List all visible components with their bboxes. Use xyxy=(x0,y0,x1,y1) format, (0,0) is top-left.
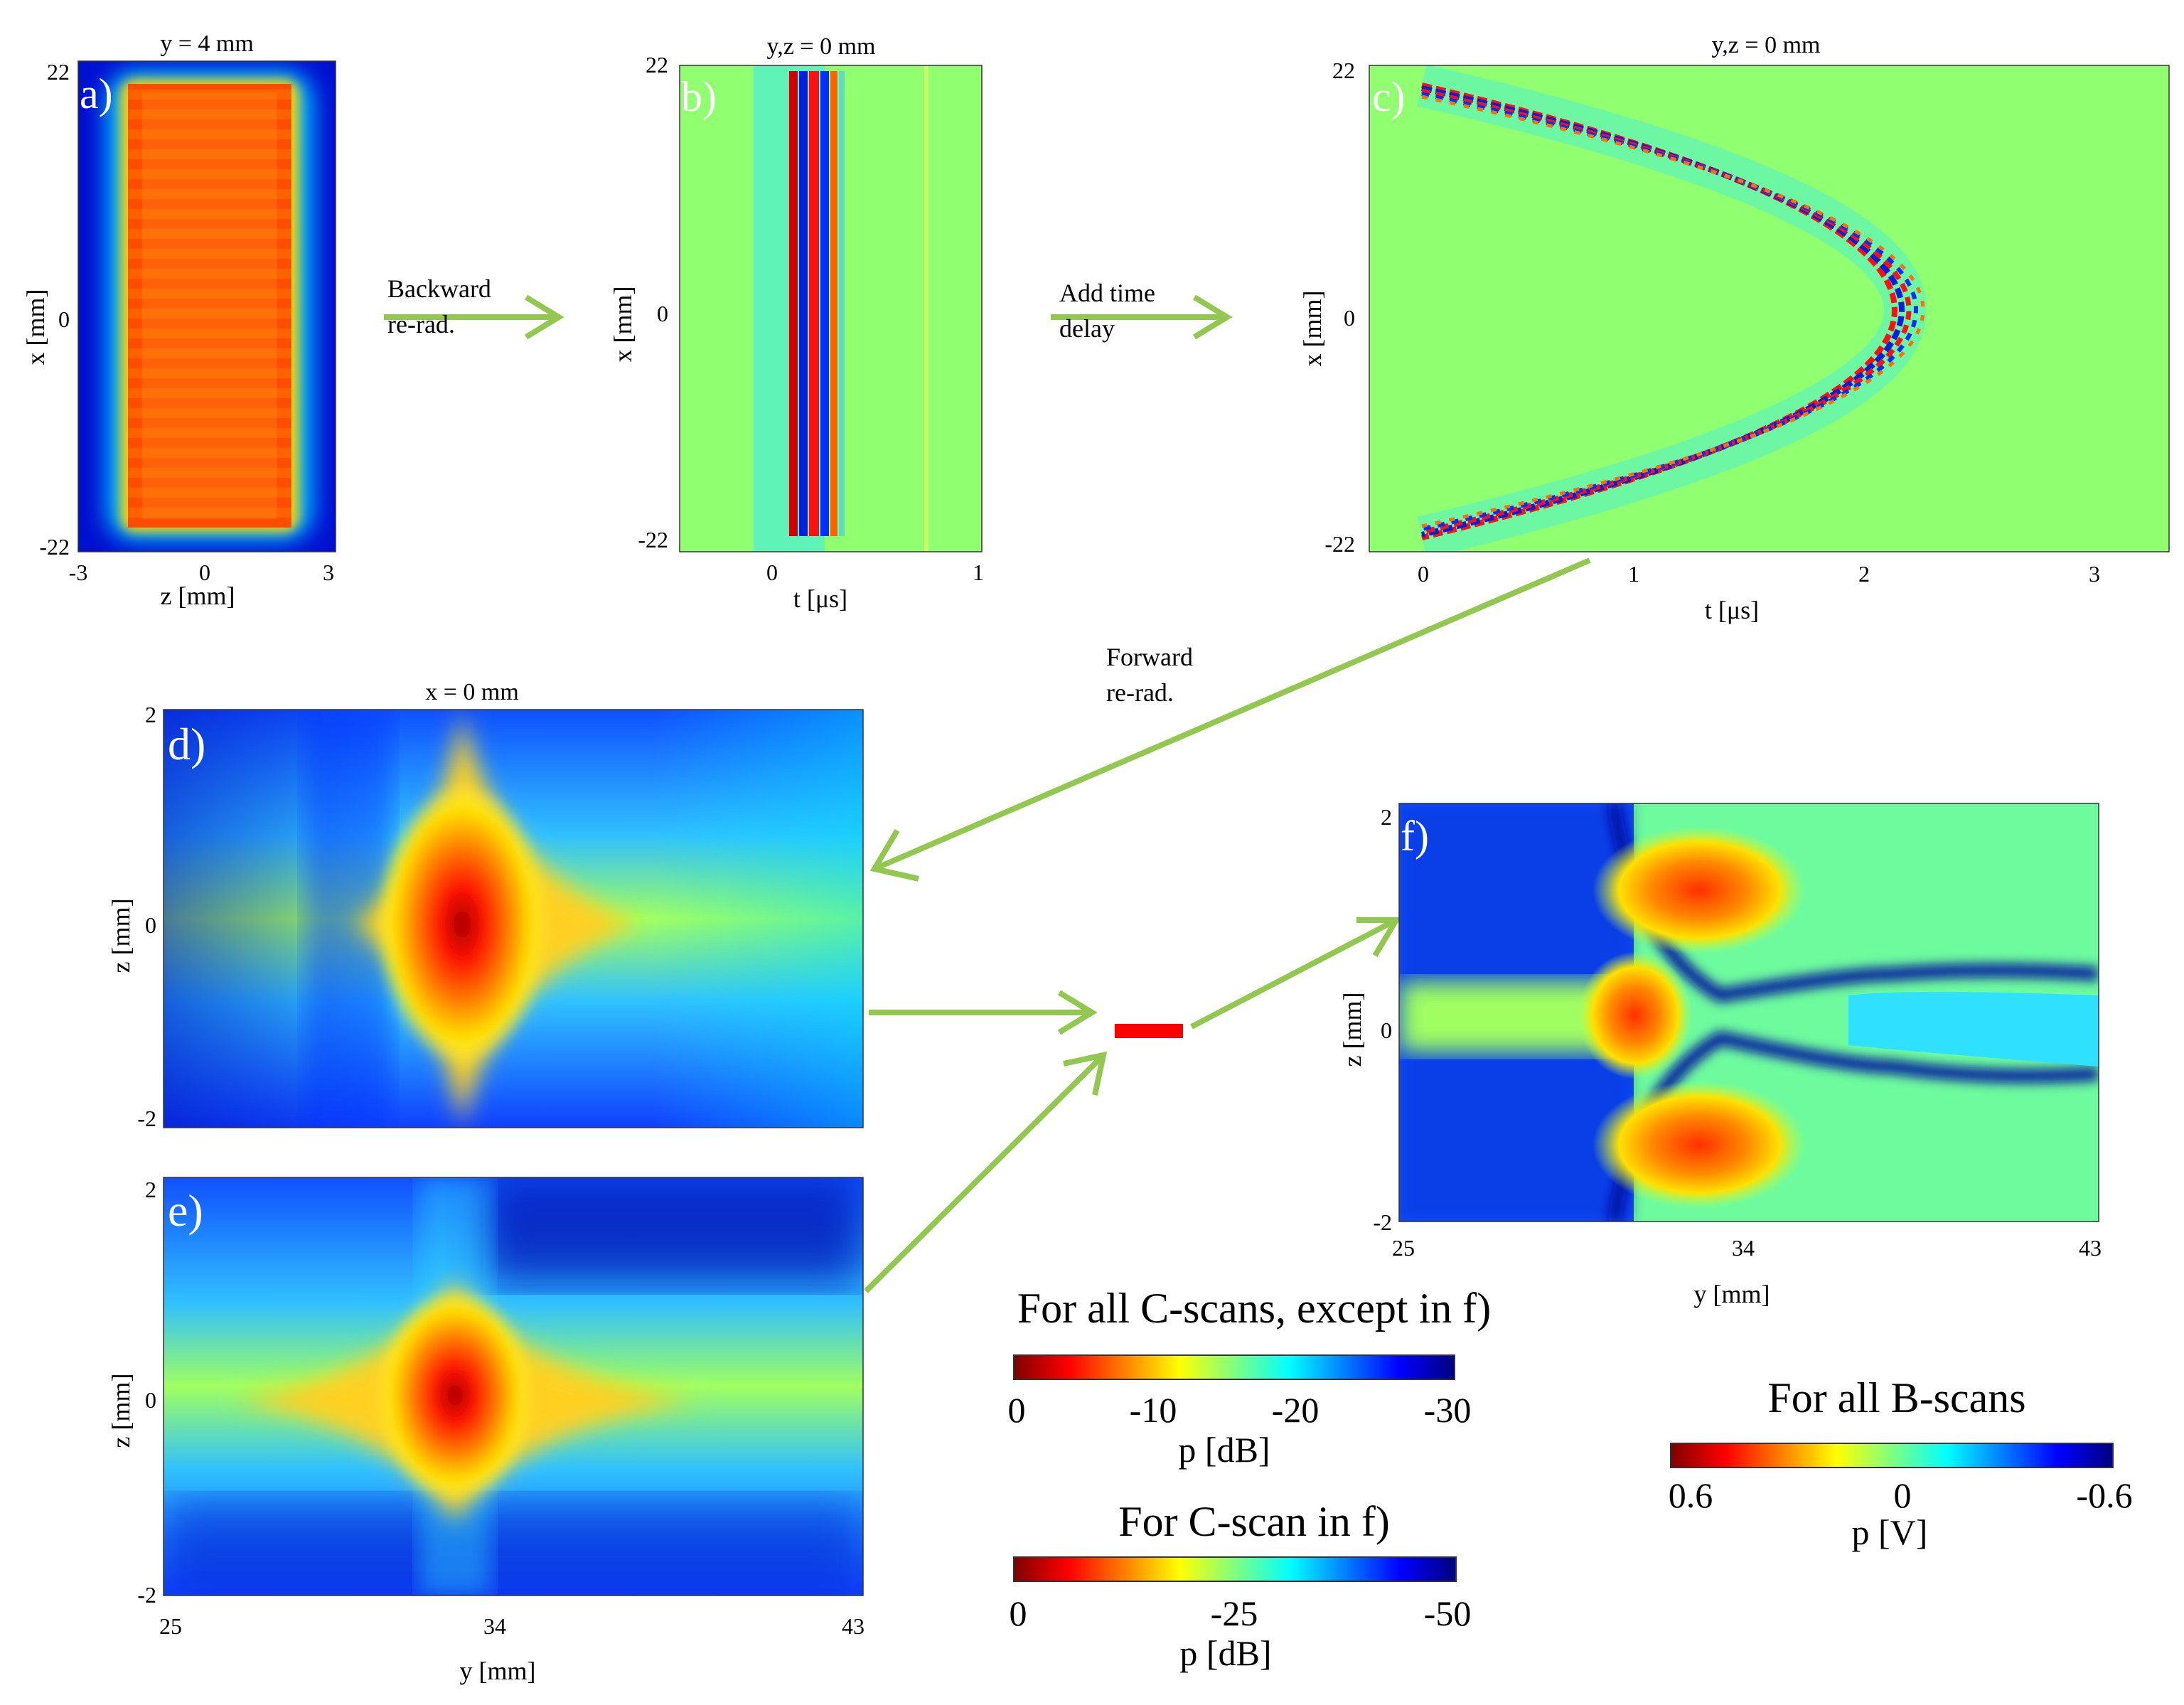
colorbar-bscans-tick: 0.6 xyxy=(1669,1475,1713,1515)
panel-c-xtick: 0 xyxy=(1418,561,1429,587)
colorbar-cscan-f-tick: -50 xyxy=(1424,1593,1472,1633)
panel-c-xtick: 1 xyxy=(1628,561,1639,587)
panel-a-ylabel: x [mm] xyxy=(21,289,50,365)
panel-c-xtick: 2 xyxy=(1858,561,1870,587)
panel-d-label: d) xyxy=(168,719,205,769)
panel-d-ytick: 2 xyxy=(145,702,156,727)
arrow-marker-to-f xyxy=(1190,917,1402,1030)
arrow-forward-label: Forward xyxy=(1106,643,1193,671)
panel-c-title: y,z = 0 mm xyxy=(1712,32,1821,58)
panel-b-ylabel: x [mm] xyxy=(609,287,637,363)
panel-b-ytick: -22 xyxy=(638,527,668,552)
colorbar-cscans-title: For all C-scans, except in f) xyxy=(1017,1285,1491,1332)
panel-f-xtick: 25 xyxy=(1392,1235,1415,1261)
panel-f-label: f) xyxy=(1401,813,1429,860)
panel-e-xtick: 43 xyxy=(842,1613,864,1639)
panel-e-xlabel: y [mm] xyxy=(460,1657,536,1685)
panel-a-xtick: 3 xyxy=(323,560,334,585)
arrow-backward-label: re-rad. xyxy=(387,310,455,338)
arrow-e-to-marker xyxy=(864,1051,1108,1293)
colorbar-cscans: For all C-scans, except in f) 0 -10 -20 … xyxy=(1008,1285,1492,1470)
arrow-add-delay-label: delay xyxy=(1059,314,1115,343)
panel-c-ytick: 22 xyxy=(1332,58,1355,83)
panel-c: c) y,z = 0 mm 22 0 -22 0 1 2 3 t [μs] x … xyxy=(1298,32,2170,624)
panel-a-xtick: -3 xyxy=(69,560,88,585)
panel-d-ytick: 0 xyxy=(145,912,156,938)
panel-a: a) y = 4 mm 22 0 -22 -3 0 3 z [mm] x [mm… xyxy=(21,31,336,610)
panel-a-ytick: 22 xyxy=(47,59,70,85)
panel-b-ytick: 22 xyxy=(646,52,668,78)
colorbar-cscan-f-title: For C-scan in f) xyxy=(1118,1498,1390,1545)
panel-e-ylabel: z [mm] xyxy=(107,1374,135,1448)
panel-b: b) y,z = 0 mm 22 0 -22 0 1 t [μs] x [mm] xyxy=(609,33,984,613)
arrow-forward-label: re-rad. xyxy=(1106,678,1174,707)
panel-c-ytick: 0 xyxy=(1344,305,1355,331)
colorbar-cscans-tick: -20 xyxy=(1272,1390,1320,1430)
panel-f-xtick: 43 xyxy=(2079,1235,2102,1261)
colorbar-bscans: For all B-scans 0.6 0 -0.6 p [V] xyxy=(1669,1374,2133,1552)
colorbar-bscans-tick: -0.6 xyxy=(2076,1475,2132,1515)
panel-b-xlabel: t [μs] xyxy=(793,584,847,613)
panel-f-ytick: 0 xyxy=(1381,1017,1392,1043)
panel-f-ylabel: z [mm] xyxy=(1338,993,1366,1067)
panel-a-label: a) xyxy=(80,70,113,117)
panel-e-xtick: 25 xyxy=(159,1613,182,1639)
arrow-add-delay-label: Add time xyxy=(1059,279,1155,307)
panel-e-label: e) xyxy=(168,1185,203,1236)
panel-b-title: y,z = 0 mm xyxy=(767,33,876,60)
colorbar-bscans-title: For all B-scans xyxy=(1767,1374,2025,1421)
panel-b-xtick: 0 xyxy=(766,560,778,585)
panel-e: e) 2 0 -2 25 34 43 y [mm] z [mm] xyxy=(107,1177,864,1685)
colorbar-cscans-tick: -30 xyxy=(1424,1390,1472,1430)
panel-d-ylabel: z [mm] xyxy=(107,899,135,973)
colorbar-cscans-unit: p [dB] xyxy=(1178,1430,1270,1470)
arrow-add-time-delay: Add time delay xyxy=(1051,279,1233,343)
panel-b-ytick: 0 xyxy=(657,301,668,326)
colorbar-cscan-f: For C-scan in f) 0 -25 -50 p [dB] xyxy=(1010,1498,1472,1673)
arrow-backward-rerad: Backward re-rad. xyxy=(384,274,564,340)
panel-a-ytick: -22 xyxy=(39,534,70,560)
panel-d-ytick: -2 xyxy=(137,1106,156,1131)
colorbar-bscans-unit: p [V] xyxy=(1852,1512,1928,1552)
arrow-d-to-marker xyxy=(869,990,1098,1035)
panel-e-xtick: 34 xyxy=(483,1613,506,1639)
panel-c-label: c) xyxy=(1372,73,1406,120)
panel-f-xtick: 34 xyxy=(1732,1235,1755,1261)
arrow-backward-label: Backward xyxy=(387,274,491,303)
arrow-forward-rerad: Forward re-rad. xyxy=(869,557,1591,882)
panel-c-xtick: 3 xyxy=(2089,561,2100,587)
panel-e-ytick: 2 xyxy=(145,1177,156,1202)
panel-a-title: y = 4 mm xyxy=(160,31,254,57)
colorbar-cscans-tick: 0 xyxy=(1008,1390,1026,1430)
panel-c-xlabel: t [μs] xyxy=(1705,596,1759,624)
colorbar-bscans-tick: 0 xyxy=(1894,1475,1912,1515)
panel-a-ytick: 0 xyxy=(58,306,70,332)
panel-d-title: x = 0 mm xyxy=(425,679,519,705)
colorbar-cscan-f-unit: p [dB] xyxy=(1179,1633,1271,1673)
panel-d: d) x = 0 mm 2 0 -2 z [mm] xyxy=(107,679,864,1131)
panel-a-xlabel: z [mm] xyxy=(161,582,235,610)
colorbar-cscan-f-tick: -25 xyxy=(1211,1593,1258,1633)
panel-a-xtick: 0 xyxy=(199,560,210,585)
panel-c-ylabel: x [mm] xyxy=(1298,291,1327,367)
panel-f: f) 2 0 -2 25 34 43 y [mm] z [mm] xyxy=(1338,803,2102,1308)
panel-b-label: b) xyxy=(681,73,717,120)
panel-e-ytick: 0 xyxy=(145,1387,156,1413)
combination-marker xyxy=(1115,1024,1183,1038)
panel-c-ytick: -22 xyxy=(1324,531,1355,557)
panel-b-xtick: 1 xyxy=(973,560,984,585)
panel-f-ytick: 2 xyxy=(1381,804,1392,830)
panel-f-ytick: -2 xyxy=(1373,1209,1392,1235)
panel-f-xlabel: y [mm] xyxy=(1694,1280,1770,1308)
panel-e-ytick: -2 xyxy=(137,1582,156,1608)
colorbar-cscans-tick: -10 xyxy=(1130,1390,1177,1430)
colorbar-cscan-f-tick: 0 xyxy=(1010,1593,1027,1633)
